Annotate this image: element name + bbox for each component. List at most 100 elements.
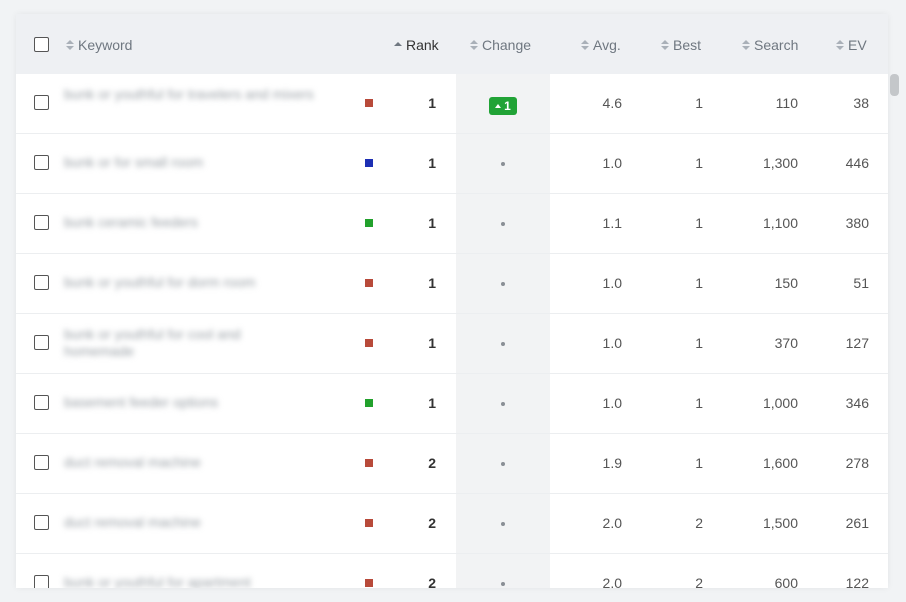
- no-change-dot-icon: [501, 402, 505, 407]
- sort-icon: [66, 40, 74, 50]
- column-header-avg[interactable]: Avg.: [581, 35, 621, 55]
- avg-value: 1.0: [602, 275, 622, 291]
- column-label-avg: Avg.: [593, 37, 621, 53]
- table-row[interactable]: duct removal machine 2 2.0 2 1,500 261: [16, 494, 888, 554]
- column-label-best: Best: [673, 37, 702, 53]
- avg-value: 1.0: [602, 395, 622, 411]
- ranking-type-indicator: [365, 519, 373, 527]
- no-change-dot-icon: [501, 522, 505, 527]
- ev-value: 51: [853, 275, 869, 291]
- ev-value: 127: [845, 335, 869, 351]
- change-cell: [456, 215, 550, 231]
- keyword-text[interactable]: bunk or youthful for cool and homemade: [64, 326, 241, 359]
- row-checkbox[interactable]: [34, 155, 49, 170]
- row-checkbox[interactable]: [34, 335, 49, 350]
- column-header-change[interactable]: Change: [470, 35, 531, 55]
- change-column-highlight: [456, 74, 550, 588]
- best-value: 1: [695, 275, 703, 291]
- table-row[interactable]: bunk ceramic feeders 1 1.1 1 1,100 380: [16, 194, 888, 254]
- keyword-text[interactable]: bunk or youthful for apartment: [64, 574, 251, 588]
- avg-value: 2.0: [602, 515, 622, 531]
- best-value: 1: [695, 155, 703, 171]
- no-change-dot-icon: [501, 462, 505, 467]
- avg-value: 4.6: [602, 95, 622, 111]
- rank-value: 2: [428, 515, 436, 531]
- best-value: 1: [695, 395, 703, 411]
- search-volume-value: 1,500: [762, 515, 798, 531]
- column-label-search: Search: [754, 37, 799, 53]
- sort-ascending-icon: [394, 42, 402, 48]
- best-value: 1: [695, 335, 703, 351]
- column-header-best[interactable]: Best: [661, 35, 701, 55]
- search-volume-value: 1,300: [762, 155, 798, 171]
- search-volume-value: 600: [774, 575, 798, 588]
- keyword-text[interactable]: bunk or youthful for travelers and mixer…: [64, 86, 314, 102]
- rank-value: 1: [428, 215, 436, 231]
- sort-icon: [581, 40, 589, 50]
- keyword-text[interactable]: bunk or for small room: [64, 154, 204, 170]
- row-checkbox[interactable]: [34, 95, 49, 110]
- column-header-ev[interactable]: EV: [836, 35, 867, 55]
- column-label-change: Change: [482, 37, 532, 53]
- scrollbar-thumb[interactable]: [890, 74, 899, 96]
- change-cell: [456, 275, 550, 291]
- row-checkbox[interactable]: [34, 455, 49, 470]
- column-label-rank: Rank: [406, 37, 439, 53]
- best-value: 1: [695, 455, 703, 471]
- search-volume-value: 1,100: [762, 215, 798, 231]
- search-volume-value: 1,600: [762, 455, 798, 471]
- row-checkbox[interactable]: [34, 395, 49, 410]
- change-cell: [456, 515, 550, 531]
- ev-value: 446: [845, 155, 869, 171]
- rank-value: 1: [428, 395, 436, 411]
- avg-value: 1.9: [602, 455, 622, 471]
- best-value: 1: [695, 95, 703, 111]
- ranking-type-indicator: [365, 579, 373, 587]
- table-row[interactable]: bunk or youthful for dorm room 1 1.0 1 150 51: [16, 254, 888, 314]
- ranking-type-indicator: [365, 279, 373, 287]
- ranking-type-indicator: [365, 399, 373, 407]
- search-volume-value: 150: [774, 275, 798, 291]
- sort-icon: [836, 40, 844, 50]
- ev-value: 261: [845, 515, 869, 531]
- ev-value: 278: [845, 455, 869, 471]
- keyword-text[interactable]: duct removal machine: [64, 514, 201, 530]
- change-cell: [456, 455, 550, 471]
- keyword-text[interactable]: duct removal machine: [64, 454, 201, 470]
- table-row[interactable]: bunk or youthful for cool and homemade 1 1…: [16, 314, 888, 374]
- select-all-checkbox[interactable]: [34, 37, 49, 52]
- table-row[interactable]: basement feeder options 1 1.0 1 1,000 346: [16, 374, 888, 434]
- sort-icon: [470, 40, 478, 50]
- column-label-ev: EV: [848, 37, 867, 53]
- keyword-text[interactable]: bunk or youthful for dorm room: [64, 274, 256, 290]
- row-checkbox[interactable]: [34, 275, 49, 290]
- row-checkbox[interactable]: [34, 215, 49, 230]
- no-change-dot-icon: [501, 162, 505, 167]
- change-cell: 1: [456, 95, 550, 115]
- rankings-table: Keyword Rank Change Avg. Best Search EV …: [16, 14, 888, 588]
- table-row[interactable]: bunk or youthful for apartment 2 2.0 2 600 12…: [16, 554, 888, 588]
- column-header-keyword[interactable]: Keyword: [66, 35, 132, 55]
- ev-value: 38: [853, 95, 869, 111]
- rank-value: 1: [428, 155, 436, 171]
- table-row[interactable]: bunk or youthful for travelers and mixer…: [16, 74, 888, 134]
- row-checkbox[interactable]: [34, 575, 49, 588]
- table-header: Keyword Rank Change Avg. Best Search EV: [16, 14, 888, 74]
- row-checkbox[interactable]: [34, 515, 49, 530]
- keyword-text[interactable]: bunk ceramic feeders: [64, 214, 198, 230]
- keyword-text[interactable]: basement feeder options: [64, 394, 219, 410]
- table-row[interactable]: duct removal machine 2 1.9 1 1,600 278: [16, 434, 888, 494]
- rank-value: 1: [428, 275, 436, 291]
- no-change-dot-icon: [501, 222, 505, 227]
- avg-value: 2.0: [602, 575, 622, 588]
- search-volume-value: 370: [774, 335, 798, 351]
- no-change-dot-icon: [501, 582, 505, 587]
- no-change-dot-icon: [501, 282, 505, 287]
- column-header-search[interactable]: Search: [742, 35, 798, 55]
- table-row[interactable]: bunk or for small room 1 1.0 1 1,300 446: [16, 134, 888, 194]
- column-header-rank[interactable]: Rank: [394, 35, 439, 55]
- ev-value: 346: [845, 395, 869, 411]
- change-cell: [456, 395, 550, 411]
- table-body: bunk or youthful for travelers and mixer…: [16, 74, 888, 588]
- no-change-dot-icon: [501, 342, 505, 347]
